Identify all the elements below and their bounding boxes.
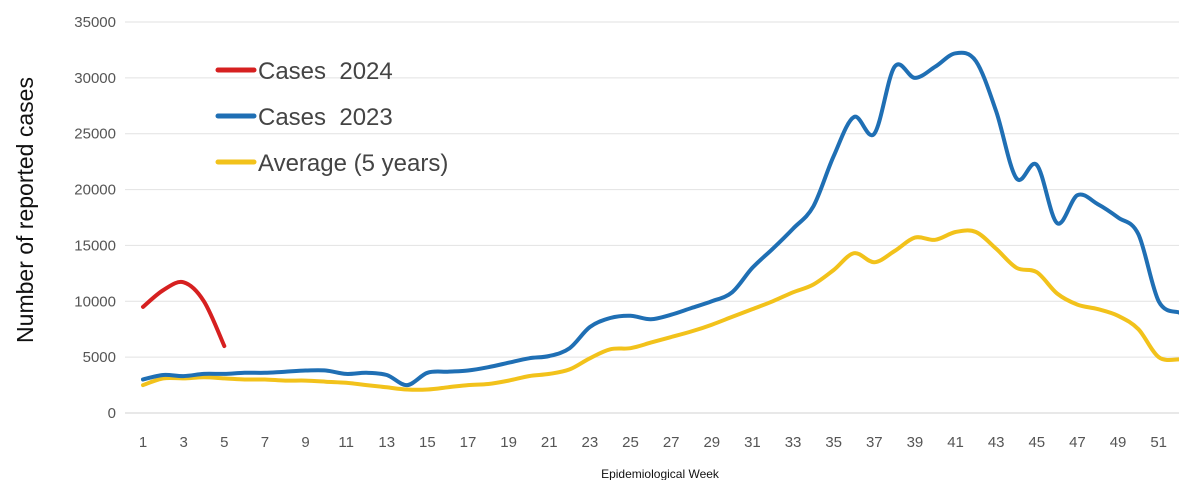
x-tick-label: 39 [907,434,924,451]
series-line-2 [141,228,1179,392]
x-tick-label: 23 [582,434,599,451]
x-tick-label: 43 [988,434,1005,451]
legend-label: Cases 2024 [258,58,393,85]
x-tick-label: 7 [261,434,269,451]
y-tick-label: 30000 [74,70,116,87]
x-tick-label: 1 [139,434,147,451]
x-tick-label: 17 [460,434,477,451]
x-tick-label: 29 [703,434,720,451]
x-tick-label: 37 [866,434,883,451]
y-tick-labels: 0 5000 10000 15000 20000 25000 30000 35000 [74,14,116,422]
x-tick-label: 21 [541,434,558,451]
y-tick-label: 20000 [74,182,116,199]
x-tick-label: 31 [744,434,761,451]
x-tick-label: 9 [301,434,309,451]
x-tick-label: 19 [500,434,517,451]
x-tick-label: 41 [947,434,964,451]
x-tick-label: 11 [338,434,354,451]
y-tick-label: 10000 [74,293,116,310]
series-line-0 [141,279,227,348]
x-tick-label: 15 [419,434,436,451]
series-line-1 [141,50,1179,388]
y-tick-label: 5000 [83,349,116,366]
x-tick-label: 33 [785,434,802,451]
legend-label: Cases 2023 [258,104,393,131]
x-tick-label: 35 [825,434,842,451]
x-tick-label: 49 [1110,434,1127,451]
x-tick-label: 3 [179,434,187,451]
x-tick-label: 47 [1069,434,1086,451]
y-tick-label: 35000 [74,14,116,31]
legend-label: Average (5 years) [258,150,448,177]
gridlines [125,21,1179,358]
x-axis-label: Epidemiological Week [601,467,720,480]
x-tick-labels: 1 3 5 7 9 11 13 15 17 19 21 23 25 27 29 31 33 35 37 39 41 43 4… [139,434,1167,451]
x-tick-label: 5 [220,434,228,451]
series-lines [141,50,1179,392]
x-tick-label: 25 [622,434,639,451]
x-tick-label: 13 [378,434,395,451]
x-tick-label: 51 [1150,434,1167,451]
legend: Cases 2024 Cases 2023 Average (5 years) [215,58,448,177]
x-tick-label: 45 [1028,434,1045,451]
x-tick-label: 27 [663,434,680,451]
y-tick-label: 0 [108,405,116,422]
y-tick-label: 15000 [74,237,116,254]
y-axis-label: Number of reported cases [12,77,38,343]
y-tick-label: 25000 [74,126,116,143]
